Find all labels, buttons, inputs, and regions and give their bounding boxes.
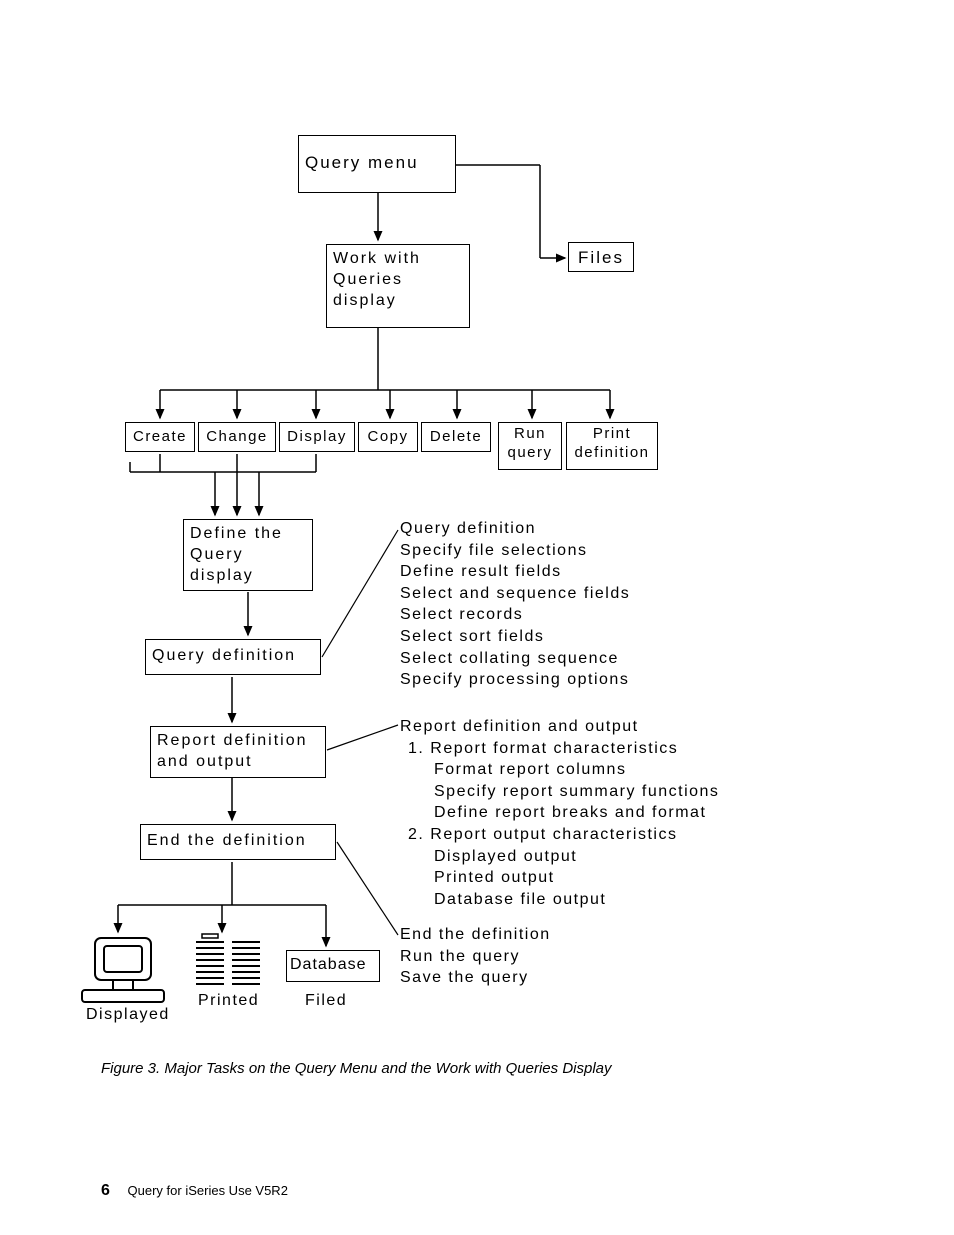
side-rd-2: 2. Report output characteristics — [400, 824, 719, 846]
node-display: Display — [279, 422, 355, 452]
side-rd-2-0: Displayed output — [400, 846, 719, 868]
side-qd-l0: Specify file selections — [400, 540, 630, 562]
side-rd-2-1: Printed output — [400, 867, 719, 889]
side-rd-2-2: Database file output — [400, 889, 719, 911]
side-rd: Report definition and output 1. Report f… — [400, 716, 719, 910]
node-query-menu: Query menu — [298, 135, 456, 193]
side-end-1: Run the query — [400, 946, 551, 968]
side-end-0: End the definition — [400, 924, 551, 946]
side-rd-1-1: Specify report summary functions — [400, 781, 719, 803]
side-rd-1-0: Format report columns — [400, 759, 719, 781]
figure-caption: Figure 3. Major Tasks on the Query Menu … — [101, 1060, 612, 1077]
node-print-definition: Print definition — [566, 422, 658, 470]
node-files: Files — [568, 242, 634, 272]
side-qd-l6: Specify processing options — [400, 669, 630, 691]
side-rd-1: 1. Report format characteristics — [400, 738, 719, 760]
side-rd-1-2: Define report breaks and format — [400, 802, 719, 824]
node-query-definition: Query definition — [145, 639, 321, 675]
side-qd-l2: Select and sequence fields — [400, 583, 630, 605]
node-work-with-queries: Work with Queries display — [326, 244, 470, 328]
label-filed: Filed — [305, 992, 347, 1010]
node-end-definition: End the definition — [140, 824, 336, 860]
side-end: End the definition Run the query Save th… — [400, 924, 551, 989]
side-qd-l3: Select records — [400, 604, 630, 626]
side-qd-l4: Select sort fields — [400, 626, 630, 648]
page-number: 6 — [101, 1182, 110, 1199]
side-end-2: Save the query — [400, 967, 551, 989]
node-create: Create — [125, 422, 195, 452]
side-qd-l5: Select collating sequence — [400, 648, 630, 670]
node-copy: Copy — [358, 422, 418, 452]
node-report-definition: Report definition and output — [150, 726, 326, 778]
side-qd-l1: Define result fields — [400, 561, 630, 583]
printout-icon — [196, 934, 260, 988]
page-footer: 6 Query for iSeries Use V5R2 — [101, 1182, 288, 1200]
side-rd-header: Report definition and output — [400, 716, 719, 738]
side-qd: Query definition Specify file selections… — [400, 518, 630, 691]
node-delete: Delete — [421, 422, 491, 452]
node-run-query: Run query — [498, 422, 562, 470]
side-qd-header: Query definition — [400, 518, 630, 540]
label-displayed: Displayed — [86, 1006, 170, 1024]
label-printed: Printed — [198, 992, 259, 1010]
node-change: Change — [198, 422, 276, 452]
node-define-query: Define the Query display — [183, 519, 313, 591]
footer-text: Query for iSeries Use V5R2 — [128, 1183, 288, 1198]
node-database: Database — [286, 950, 380, 982]
monitor-icon — [82, 938, 164, 1002]
